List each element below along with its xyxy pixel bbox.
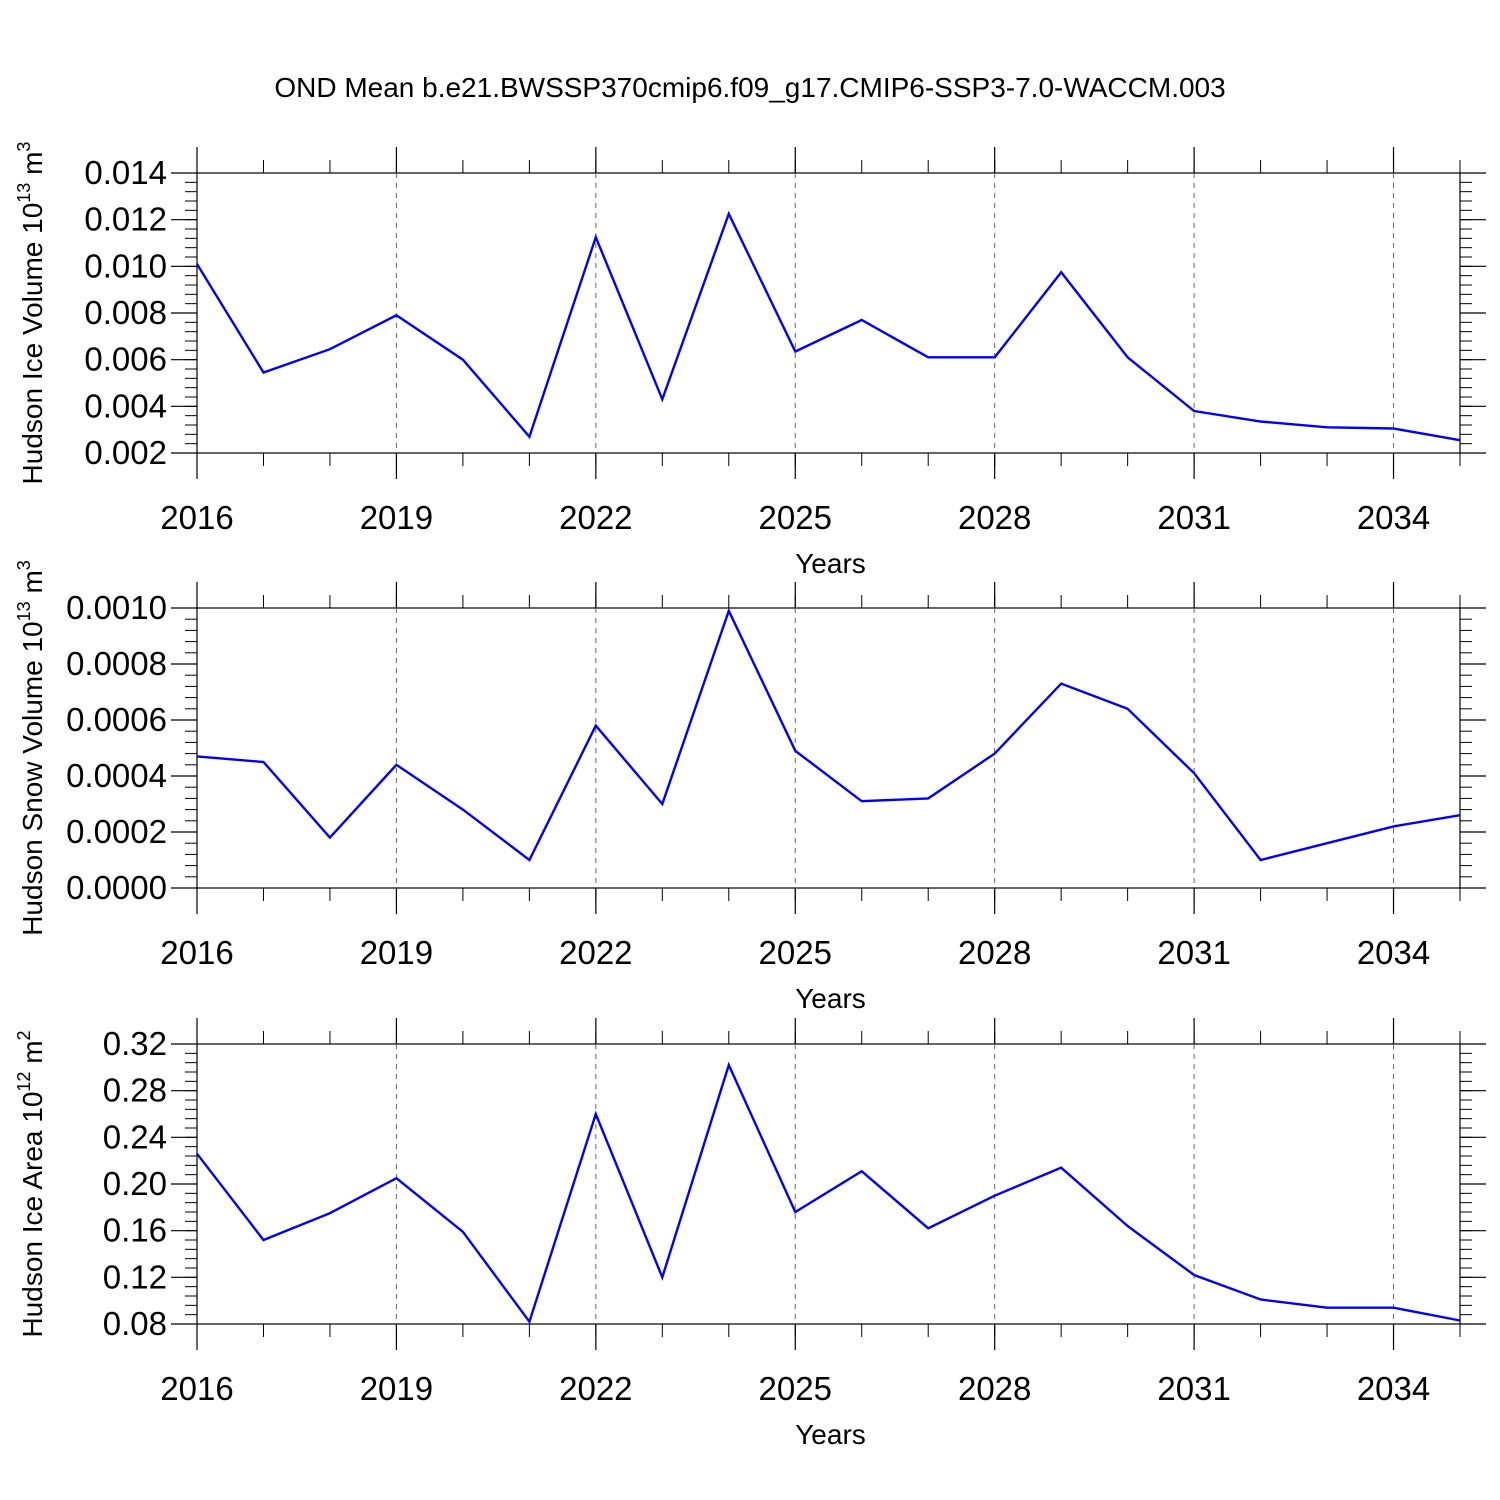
x-axis-title: Years bbox=[795, 1419, 866, 1450]
x-tick-label: 2025 bbox=[759, 934, 832, 971]
x-tick-label: 2022 bbox=[559, 499, 632, 536]
x-tick-label: 2028 bbox=[958, 1370, 1031, 1407]
plot-frame bbox=[196, 172, 1461, 454]
x-tick-label: 2022 bbox=[559, 1370, 632, 1407]
series-line bbox=[195, 210, 1461, 442]
x-tick-label: 2034 bbox=[1357, 1370, 1430, 1407]
y-tick-label: 0.32 bbox=[103, 1025, 167, 1062]
x-tick-label: 2028 bbox=[958, 499, 1031, 536]
x-tick-label: 2034 bbox=[1357, 934, 1430, 971]
x-tick-label: 2016 bbox=[160, 934, 233, 971]
y-tick-label: 0.16 bbox=[103, 1212, 167, 1249]
series-line bbox=[196, 1061, 1461, 1325]
y-tick-label: 0.014 bbox=[84, 154, 167, 191]
y-tick-label: 0.010 bbox=[84, 247, 167, 284]
y-tick-label: 0.0010 bbox=[66, 589, 167, 626]
x-axis-title: Years bbox=[795, 983, 866, 1014]
y-tick-label: 0.0008 bbox=[66, 645, 167, 682]
y-tick-label: 0.0002 bbox=[66, 813, 167, 850]
x-tick-label: 2019 bbox=[360, 934, 433, 971]
series-line bbox=[196, 607, 1461, 862]
x-tick-label: 2016 bbox=[160, 499, 233, 536]
y-tick-label: 0.0006 bbox=[66, 701, 167, 738]
chart-panel-2: 0.0000 0.0002 0.0004 0.0006 0.0008 0.0010 2016… bbox=[14, 560, 1486, 1014]
y-tick-label: 0.004 bbox=[84, 387, 167, 424]
x-tick-label: 2031 bbox=[1157, 934, 1230, 971]
page-title: OND Mean b.e21.BWSSP370cmip6.f09_g17.CMI… bbox=[274, 72, 1226, 103]
x-tick-label: 2019 bbox=[360, 499, 433, 536]
y-tick-label: 0.002 bbox=[84, 434, 167, 471]
y-tick-label: 0.24 bbox=[103, 1118, 167, 1155]
y-tick-label: 0.0004 bbox=[66, 757, 167, 794]
chart-panel-3: 0.08 0.12 0.16 0.20 0.24 0.28 0.32 2016 2019 2022… bbox=[14, 1018, 1486, 1450]
y-tick-label: 0.20 bbox=[103, 1165, 167, 1202]
x-tick-label: 2025 bbox=[759, 499, 832, 536]
y-tick-label: 0.12 bbox=[103, 1258, 167, 1295]
x-tick-label: 2022 bbox=[559, 934, 632, 971]
chart-panel-1: 0.002 0.004 0.006 0.008 0.010 0.012 0.014 2016 2… bbox=[14, 142, 1486, 579]
y-tick-label: 0.28 bbox=[103, 1072, 167, 1109]
y-tick-label: 0.008 bbox=[84, 294, 167, 331]
plot-frame bbox=[196, 607, 1461, 889]
x-tick-label: 2028 bbox=[958, 934, 1031, 971]
y-axis-title: Hudson Ice Volume 1013 m3 bbox=[14, 142, 48, 485]
y-tick-label: 0.08 bbox=[103, 1305, 167, 1342]
x-tick-label: 2016 bbox=[160, 1370, 233, 1407]
x-tick-label: 2031 bbox=[1157, 1370, 1230, 1407]
y-axis-title: Hudson Snow Volume 1013 m3 bbox=[14, 560, 48, 936]
x-tick-label: 2025 bbox=[759, 1370, 832, 1407]
y-tick-label: 0.006 bbox=[84, 341, 167, 378]
y-tick-label: 0.0000 bbox=[66, 869, 167, 906]
y-axis-title: Hudson Ice Area 1012 m2 bbox=[14, 1030, 48, 1337]
y-tick-label: 0.012 bbox=[84, 201, 167, 238]
x-tick-label: 2034 bbox=[1357, 499, 1430, 536]
x-tick-label: 2019 bbox=[360, 1370, 433, 1407]
x-axis-title: Years bbox=[795, 548, 866, 579]
x-tick-label: 2031 bbox=[1157, 499, 1230, 536]
